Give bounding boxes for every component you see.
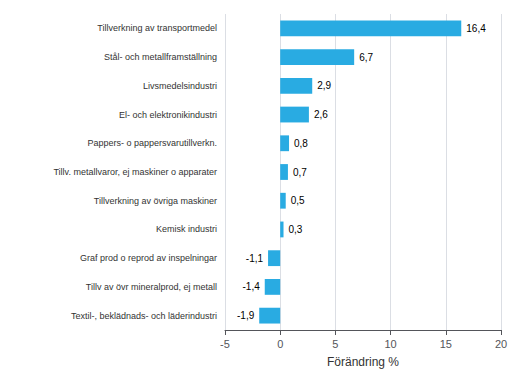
svg-text:Kemisk industri: Kemisk industri <box>156 224 217 234</box>
svg-text:0,3: 0,3 <box>289 224 303 235</box>
svg-text:15: 15 <box>440 338 452 350</box>
svg-text:0,7: 0,7 <box>293 167 307 178</box>
svg-text:Förändring %: Förändring % <box>327 355 399 369</box>
svg-text:-1,4: -1,4 <box>243 281 261 292</box>
svg-text:-1,9: -1,9 <box>237 310 255 321</box>
svg-text:5: 5 <box>332 338 338 350</box>
svg-text:Livsmedelsindustri: Livsmedelsindustri <box>143 81 217 91</box>
svg-text:0,5: 0,5 <box>291 195 305 206</box>
svg-text:6,7: 6,7 <box>359 52 373 63</box>
svg-text:Tillverkning av övriga maskine: Tillverkning av övriga maskiner <box>94 196 217 206</box>
svg-text:16,4: 16,4 <box>466 23 486 34</box>
svg-text:Pappers- o pappersvarutillverk: Pappers- o pappersvarutillverkn. <box>87 138 217 148</box>
svg-text:-1,1: -1,1 <box>246 253 264 264</box>
svg-text:20: 20 <box>495 338 507 350</box>
svg-text:Textil-, beklädnads- och läder: Textil-, beklädnads- och läderindustri <box>71 311 217 321</box>
svg-text:Graf prod o reprod av inspelni: Graf prod o reprod av inspelningar <box>80 253 217 263</box>
svg-text:-5: -5 <box>220 338 230 350</box>
svg-text:0: 0 <box>277 338 283 350</box>
svg-text:Tillverkning av transportmedel: Tillverkning av transportmedel <box>97 23 217 33</box>
svg-text:10: 10 <box>384 338 396 350</box>
svg-text:0,8: 0,8 <box>294 138 308 149</box>
svg-text:Tillv. metallvaror, ej maskine: Tillv. metallvaror, ej maskiner o appara… <box>53 167 217 177</box>
svg-text:Stål- och metallframställning: Stål- och metallframställning <box>104 52 217 62</box>
svg-text:2,9: 2,9 <box>317 80 331 91</box>
svg-text:2,6: 2,6 <box>314 109 328 120</box>
svg-text:El- och elektronikindustri: El- och elektronikindustri <box>119 110 217 120</box>
svg-text:Tillv av övr mineralprod, ej m: Tillv av övr mineralprod, ej metall <box>86 282 217 292</box>
